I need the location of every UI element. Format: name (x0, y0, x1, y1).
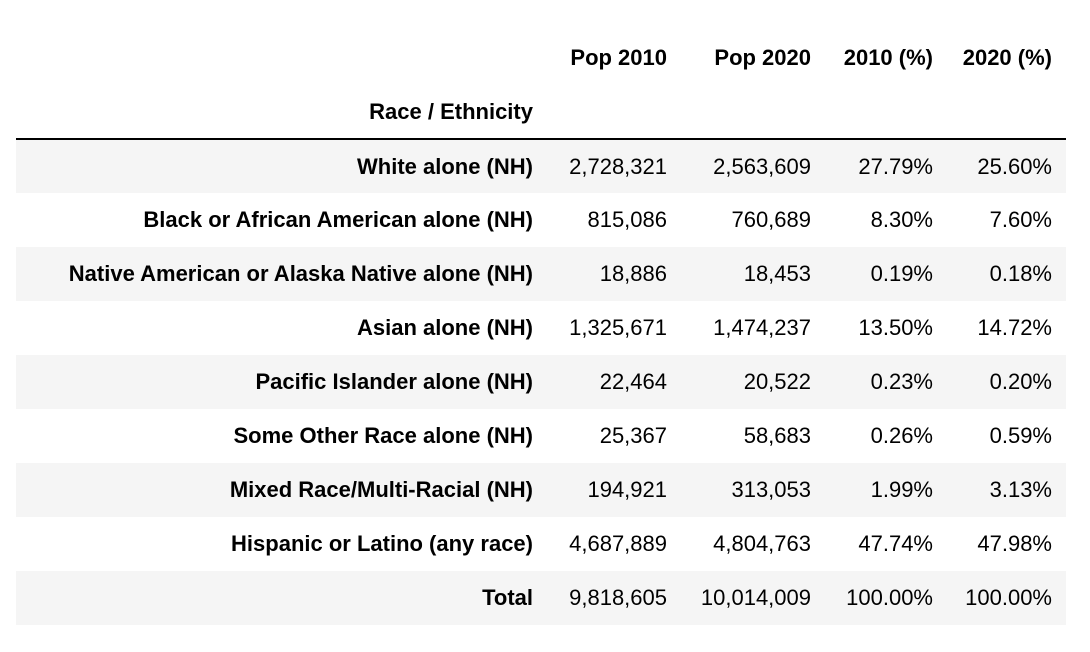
row-label: White alone (NH) (357, 153, 533, 179)
table-row: White alone (NH) 2,728,321 2,563,609 27.79%… (16, 139, 1066, 193)
pop-2010-cell: 194,921 (587, 477, 667, 502)
pop-2010-cell: 18,886 (599, 261, 667, 286)
index-name-filler (547, 85, 681, 140)
pop-2010-cell: 1,325,671 (569, 315, 667, 340)
index-name-row: Race / Ethnicity (16, 85, 1066, 140)
row-label: Black or African American alone (NH) (143, 207, 533, 232)
pct-2020-cell: 0.20% (989, 369, 1052, 394)
pop-2020-cell: 10,014,009 (700, 585, 811, 610)
pop-2020-cell: 1,474,237 (713, 315, 811, 340)
pct-2010-cell: 100.00% (846, 585, 933, 610)
index-name-filler (681, 85, 825, 140)
table-row: Some Other Race alone (NH) 25,367 58,683 0.… (16, 409, 1066, 463)
header-corner-blank (16, 31, 547, 85)
pct-2020-cell: 25.60% (977, 153, 1052, 179)
pop-2010-cell: 22,464 (599, 369, 667, 394)
pop-2020-cell: 58,683 (743, 423, 811, 448)
pct-2010-cell: 8.30% (870, 207, 933, 232)
pct-2020-cell: 7.60% (989, 207, 1052, 232)
row-label: Native American or Alaska Native alone (… (68, 261, 533, 286)
row-label: Pacific Islander alone (NH) (255, 369, 533, 394)
pct-2010-cell: 47.74% (858, 531, 933, 556)
pop-2010-cell: 815,086 (587, 207, 667, 232)
pop-2020-cell: 18,453 (743, 261, 811, 286)
table-row: Total 9,818,605 10,014,009 100.00% 100.00% (16, 571, 1066, 625)
table-body: White alone (NH) 2,728,321 2,563,609 27.79%… (16, 139, 1066, 625)
column-header-pct-2020: 2020 (%) (962, 45, 1052, 70)
pct-2010-cell: 27.79% (858, 153, 933, 179)
pct-2010-cell: 0.19% (870, 261, 933, 286)
index-name-label: Race / Ethnicity (16, 85, 547, 140)
table-row: Hispanic or Latino (any race) 4,687,889 4,… (16, 517, 1066, 571)
pct-2020-cell: 14.72% (977, 315, 1052, 340)
pop-2020-cell: 20,522 (743, 369, 811, 394)
pct-2020-cell: 3.13% (989, 477, 1052, 502)
table-row: Mixed Race/Multi-Racial (NH) 194,921 313,0… (16, 463, 1066, 517)
pop-2010-cell: 2,728,321 (569, 153, 667, 179)
column-header-row: Pop 2010 Pop 2020 2010 (%) 2020 (%) (16, 31, 1066, 85)
table-header: Pop 2010 Pop 2020 2010 (%) 2020 (%) Race… (16, 31, 1066, 140)
row-label: Mixed Race/Multi-Racial (NH) (229, 477, 533, 502)
pop-2010-cell: 25,367 (599, 423, 667, 448)
pop-2010-cell: 9,818,605 (569, 585, 667, 610)
pop-2020-cell: 313,053 (731, 477, 811, 502)
pct-2020-cell: 0.18% (989, 261, 1052, 286)
pct-2010-cell: 0.23% (870, 369, 933, 394)
pct-2020-cell: 100.00% (965, 585, 1052, 610)
table-row: Native American or Alaska Native alone (… (16, 247, 1066, 301)
pct-2020-cell: 47.98% (977, 531, 1052, 556)
row-label: Some Other Race alone (NH) (233, 423, 533, 448)
column-header-pop-2010: Pop 2010 (570, 45, 667, 70)
column-header-pct-2010: 2010 (%) (843, 45, 933, 70)
pop-2020-cell: 2,563,609 (713, 153, 811, 179)
row-label: Total (482, 585, 533, 610)
row-label: Hispanic or Latino (any race) (231, 531, 533, 556)
pct-2010-cell: 13.50% (858, 315, 933, 340)
column-header-pop-2020: Pop 2020 (714, 45, 811, 70)
table-row: Black or African American alone (NH) 815,… (16, 193, 1066, 247)
pop-2020-cell: 760,689 (731, 207, 811, 232)
pct-2010-cell: 0.26% (870, 423, 933, 448)
row-label: Asian alone (NH) (356, 315, 533, 340)
table-row: Asian alone (NH) 1,325,671 1,474,237 13.50%… (16, 301, 1066, 355)
table-row: Pacific Islander alone (NH) 22,464 20,522 0… (16, 355, 1066, 409)
population-table: Pop 2010 Pop 2020 2010 (%) 2020 (%) Race… (16, 31, 1066, 625)
index-name-filler (947, 85, 1066, 140)
pct-2010-cell: 1.99% (870, 477, 933, 502)
pop-2010-cell: 4,687,889 (569, 531, 667, 556)
pop-2020-cell: 4,804,763 (713, 531, 811, 556)
index-name-filler (825, 85, 947, 140)
pct-2020-cell: 0.59% (989, 423, 1052, 448)
